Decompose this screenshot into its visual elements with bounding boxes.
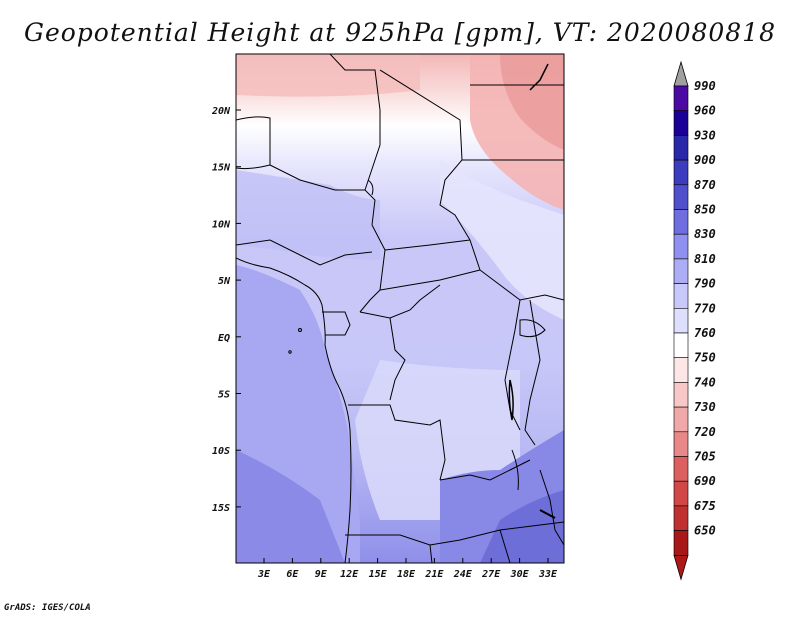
colorbar-label: 930 — [694, 128, 716, 142]
colorbar-swatch — [673, 258, 689, 284]
colorbar-label: 790 — [694, 277, 716, 291]
colorbar-swatch — [673, 135, 689, 161]
grads-credit: GrADS: IGES/COLA — [4, 603, 91, 613]
lat-label: 5N — [218, 276, 231, 287]
colorbar-swatch — [673, 159, 689, 186]
colorbar-swatch — [673, 307, 689, 334]
lon-label: 18E — [397, 569, 416, 580]
colorbar-label: 650 — [694, 524, 716, 538]
colorbar-label: 705 — [694, 450, 716, 464]
colorbar-label: 770 — [694, 301, 716, 315]
colorbar: 990 960 930 900 870 850 830 810 790 770 760 750 740 7… — [673, 60, 716, 581]
colorbar-label: 900 — [694, 153, 716, 167]
boundaries — [236, 54, 564, 563]
colorbar-swatch — [673, 283, 689, 309]
lon-label: 15E — [369, 569, 388, 580]
lat-label: 15N — [212, 163, 231, 174]
longitude-axis: 3E 6E 9E 12E 15E 18E 21E 24E 27E 30E 33E — [257, 558, 558, 580]
colorbar-swatch — [673, 332, 689, 359]
colorbar-label: 960 — [694, 104, 716, 118]
lon-label: 9E — [315, 569, 328, 580]
lon-label: 33E — [538, 569, 558, 580]
lat-label: 5S — [218, 390, 230, 401]
colorbar-swatch — [673, 406, 689, 433]
colorbar-swatch — [673, 209, 689, 235]
colorbar-swatch — [673, 456, 689, 482]
colorbar-label: 675 — [694, 499, 716, 513]
colorbar-label: 850 — [694, 203, 716, 217]
lon-label: 6E — [286, 569, 299, 580]
colorbar-swatch — [673, 431, 689, 457]
latitude-axis: 20N 15N 10N 5N EQ 5S 10S 15S — [211, 106, 241, 514]
lon-label: 30E — [510, 569, 530, 580]
lon-label: 3E — [257, 569, 271, 580]
chart-title: Geopotential Height at 925hPa [gpm], VT:… — [23, 18, 777, 47]
colorbar-swatch — [673, 357, 689, 383]
colorbar-label: 830 — [694, 227, 716, 241]
colorbar-swatch — [673, 382, 689, 408]
colorbar-label: 720 — [694, 425, 716, 439]
lat-label: 10S — [212, 446, 230, 457]
lat-label: 10N — [212, 219, 231, 230]
lon-label: 21E — [424, 569, 444, 580]
lon-label: 12E — [340, 569, 359, 580]
colorbar-label: 740 — [694, 375, 716, 389]
colorbar-label: 730 — [694, 400, 716, 414]
lon-label: 24E — [453, 569, 473, 580]
colorbar-label: 750 — [694, 351, 716, 365]
colorbar-label: 690 — [694, 474, 716, 488]
colorbar-swatch — [673, 505, 689, 531]
colorbar-swatch — [673, 480, 689, 507]
colorbar-swatch — [673, 184, 689, 210]
map-frame — [235, 53, 565, 564]
colorbar-swatch — [673, 530, 689, 556]
lon-label: 27E — [481, 569, 501, 580]
colorbar-label: 990 — [694, 79, 716, 93]
colorbar-label: 760 — [694, 326, 716, 340]
colorbar-label: 810 — [694, 252, 716, 266]
lat-label: 15S — [212, 503, 230, 514]
lat-label: EQ — [218, 333, 230, 344]
colorbar-over-arrow — [673, 60, 689, 87]
lat-label: 20N — [211, 106, 231, 117]
colorbar-swatch — [673, 233, 689, 260]
geopotential-field — [236, 54, 564, 563]
colorbar-label: 870 — [694, 178, 716, 192]
colorbar-swatch — [673, 110, 689, 136]
colorbar-under-arrow — [673, 554, 689, 581]
colorbar-swatch — [673, 85, 689, 112]
